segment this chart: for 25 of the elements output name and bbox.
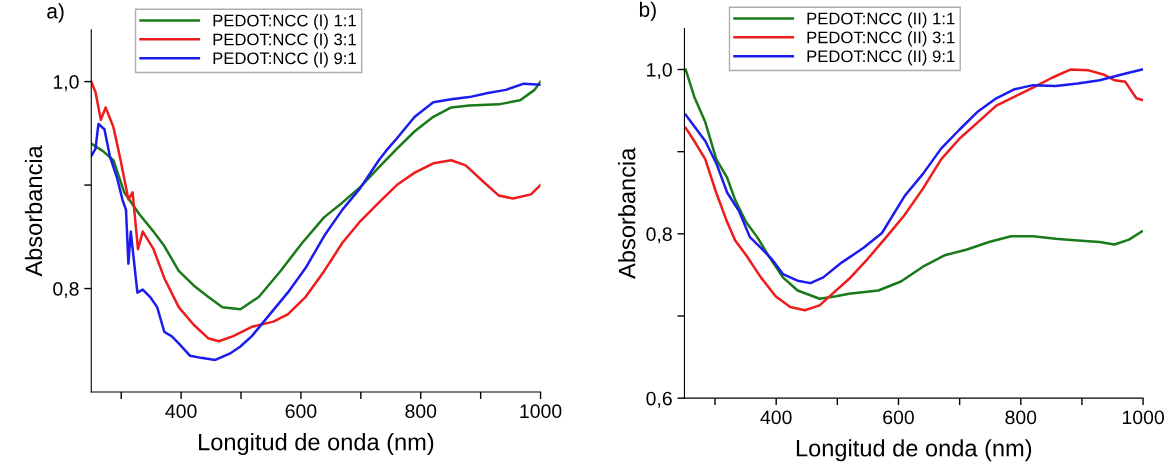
x-tick-label: 600 xyxy=(285,404,317,419)
x-axis-title: Longitud de onda (nm) xyxy=(199,433,434,456)
y-tick-label: 0,8 xyxy=(53,282,79,299)
y-tick-label: 0,6 xyxy=(646,391,672,408)
x-tick-label: 800 xyxy=(405,404,437,419)
text: a) xyxy=(47,3,64,23)
y-axis-title: Absorbancia xyxy=(618,147,636,279)
x-tick-label: 400 xyxy=(760,410,792,425)
legend-label: PEDOT:NCC (II) 3:1 xyxy=(807,31,955,47)
legend-label: PEDOT:NCC (II) 9:1 xyxy=(807,49,955,66)
legend-label: PEDOT:NCC (I) 3:1 xyxy=(213,33,356,49)
text: b) xyxy=(639,1,656,22)
x-tick-label: 600 xyxy=(883,410,914,425)
x-tick-label: 800 xyxy=(1005,410,1037,425)
y-tick-label: 0,8 xyxy=(646,227,672,244)
x-axis-title: Longitud de onda (nm) xyxy=(796,439,1032,462)
y-axis-title: Absorbancia xyxy=(24,145,43,277)
x-tick-label: 1000 xyxy=(1122,410,1164,425)
y-tick-label: 1,0 xyxy=(647,62,672,80)
legend-label: PEDOT:NCC (I) 1:1 xyxy=(213,14,356,30)
legend-label: PEDOT:NCC (II) 1:1 xyxy=(807,12,955,28)
legend-label: PEDOT:NCC (I) 9:1 xyxy=(213,51,356,68)
x-tick-label: 400 xyxy=(165,404,197,419)
y-tick-label: 1,0 xyxy=(53,75,79,92)
x-tick-label: 1000 xyxy=(520,404,562,419)
